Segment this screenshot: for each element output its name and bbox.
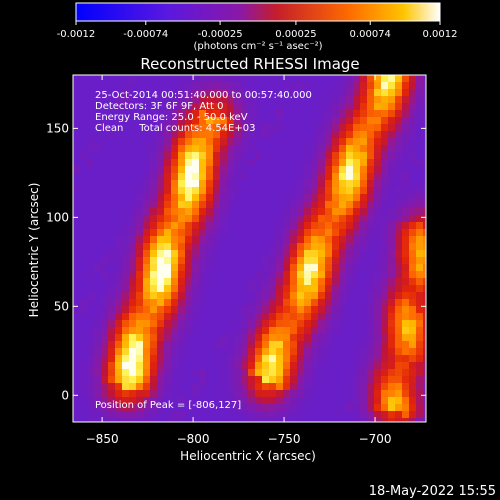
y-tick-label: 100: [46, 210, 69, 224]
x-tick-label: −800: [177, 432, 210, 446]
x-axis-ticks: −850 −800 −750 −700: [86, 75, 392, 446]
colorbar-tick-label: 0.00025: [275, 29, 316, 40]
y-tick-label: 50: [54, 299, 69, 313]
x-tick-label: −700: [359, 432, 392, 446]
footer-date: 18-May-2022 15:55: [369, 484, 496, 499]
annotation-detectors: Detectors: 3F 6F 9F, Att 0: [95, 101, 223, 112]
plot-frame: [72, 74, 427, 423]
colorbar-tick-label: -0.00025: [198, 29, 243, 40]
annotation-clean-counts: Clean Total counts: 4.54E+03: [95, 123, 255, 134]
colorbar-unit-label: (photons cm⁻² s⁻¹ asec⁻²): [193, 41, 322, 52]
annotation-energy-range: Energy Range: 25.0 - 50.0 keV: [95, 112, 248, 123]
colorbar: [75, 2, 441, 22]
colorbar-tick-label: 0.00074: [350, 29, 391, 40]
colorbar-tick-label: 0.0012: [423, 29, 458, 40]
y-axis-ticks: 0 50 100 150: [46, 121, 426, 402]
y-tick-label: 150: [46, 121, 69, 135]
chart-title: Reconstructed RHESSI Image: [140, 55, 359, 73]
x-tick-label: −750: [268, 432, 301, 446]
annotation-peak-position: Position of Peak = [-806,127]: [95, 400, 241, 411]
colorbar-tick-label: -0.0012: [57, 29, 96, 40]
colorbar-ticks: -0.0012 -0.00074 -0.00025 0.00025 0.00074 0.0…: [57, 21, 458, 40]
y-tick-label: 0: [61, 388, 69, 402]
annotation-block: 25-Oct-2014 00:51:40.000 to 00:57:40.000…: [95, 90, 312, 411]
annotation-time-range: 25-Oct-2014 00:51:40.000 to 00:57:40.000: [95, 90, 312, 101]
colorbar-tick-label: -0.00074: [123, 29, 168, 40]
heatmap-image: [73, 75, 426, 422]
y-axis-label: Heliocentric Y (arcsec): [27, 183, 41, 318]
x-tick-label: −850: [86, 432, 119, 446]
x-axis-label: Heliocentric X (arcsec): [180, 449, 316, 463]
